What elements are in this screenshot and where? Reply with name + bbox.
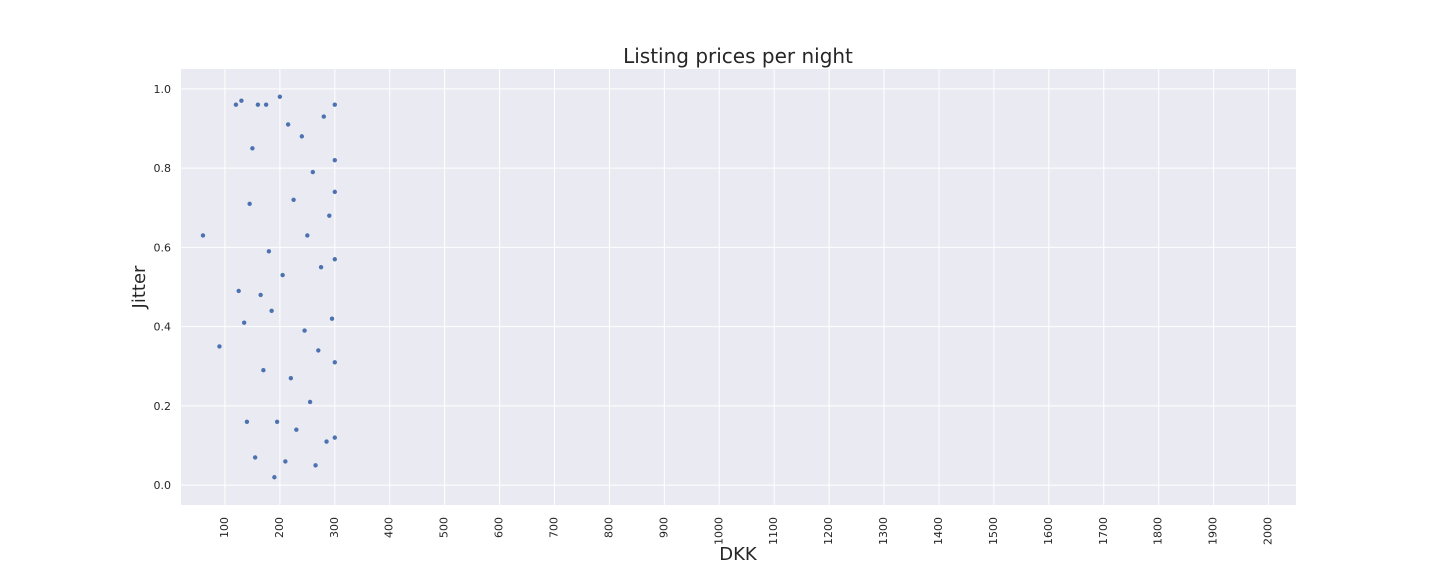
x-tick-label: 500	[438, 517, 451, 538]
data-point	[316, 348, 321, 353]
data-point	[250, 146, 255, 151]
data-point	[329, 316, 335, 321]
data-point	[299, 134, 305, 139]
data-point	[318, 264, 324, 270]
data-point	[261, 368, 266, 373]
x-tick-label: 1100	[767, 517, 780, 545]
x-tick-label: 200	[273, 517, 286, 538]
data-point	[305, 233, 310, 238]
data-point	[291, 197, 296, 202]
data-point	[233, 102, 239, 107]
x-tick-label: 100	[218, 517, 231, 538]
data-point	[269, 308, 274, 313]
y-tick-label: 0.8	[154, 162, 172, 175]
data-point	[272, 475, 277, 480]
x-tick-label: 2000	[1262, 517, 1275, 545]
data-point	[302, 328, 307, 333]
x-tick-label: 400	[383, 517, 396, 538]
data-point	[283, 459, 288, 464]
x-tick-label: 300	[328, 517, 341, 538]
data-point	[200, 233, 206, 238]
data-point	[277, 94, 283, 99]
data-point	[324, 439, 329, 444]
grid-lines	[181, 69, 1296, 505]
y-tick-label: 0.6	[154, 241, 172, 254]
x-tick-label: 1700	[1097, 517, 1110, 545]
x-tick-label: 700	[547, 517, 560, 538]
data-point	[313, 463, 318, 468]
y-tick-label: 0.4	[154, 321, 172, 334]
x-tick-label: 1200	[822, 517, 835, 545]
data-point	[274, 419, 280, 424]
x-axis-title: DKK	[719, 544, 758, 565]
y-tick-label: 0.2	[154, 400, 172, 413]
data-point	[332, 360, 337, 365]
y-axis-title: Jitter	[129, 265, 150, 309]
data-point	[288, 375, 294, 381]
data-point	[332, 189, 337, 195]
data-point	[252, 455, 258, 460]
data-point	[332, 257, 337, 262]
x-tick-label: 1500	[987, 517, 1000, 545]
data-point	[247, 201, 252, 206]
data-point	[321, 114, 327, 119]
data-point	[307, 399, 313, 405]
data-point	[327, 213, 332, 218]
data-point	[332, 102, 337, 107]
data-point	[310, 169, 316, 175]
data-points	[200, 94, 337, 480]
y-tick-label: 1.0	[154, 83, 172, 96]
data-point	[258, 292, 263, 298]
data-point	[266, 249, 272, 254]
data-point	[280, 272, 285, 278]
data-point	[241, 320, 247, 325]
x-tick-label: 900	[657, 517, 670, 538]
data-point	[263, 102, 269, 107]
x-tick-label: 600	[493, 517, 506, 538]
x-tick-label: 1000	[712, 517, 725, 545]
data-point	[239, 98, 244, 103]
x-tick-label: 1600	[1042, 517, 1055, 545]
data-point	[255, 102, 261, 107]
y-axis-ticks: 0.0 0.2 0.4 0.6 0.8 1.0	[154, 83, 172, 492]
y-tick-label: 0.0	[154, 479, 172, 492]
chart-title: Listing prices per night	[623, 44, 853, 68]
x-tick-label: 800	[602, 517, 615, 538]
plot-area	[181, 69, 1296, 505]
data-point	[217, 344, 222, 349]
data-point	[294, 427, 299, 432]
data-point	[244, 419, 250, 424]
data-point	[236, 288, 241, 294]
x-tick-label: 1900	[1207, 517, 1220, 545]
x-tick-label: 1300	[877, 517, 890, 545]
data-point	[332, 157, 337, 163]
x-tick-label: 1800	[1152, 517, 1165, 545]
x-tick-label: 1400	[932, 517, 945, 545]
data-point	[285, 122, 291, 127]
data-point	[332, 435, 337, 440]
x-axis-ticks: 100 200 300 400 500 600 700 800 900 1000 1100 1200 1…	[218, 517, 1275, 545]
